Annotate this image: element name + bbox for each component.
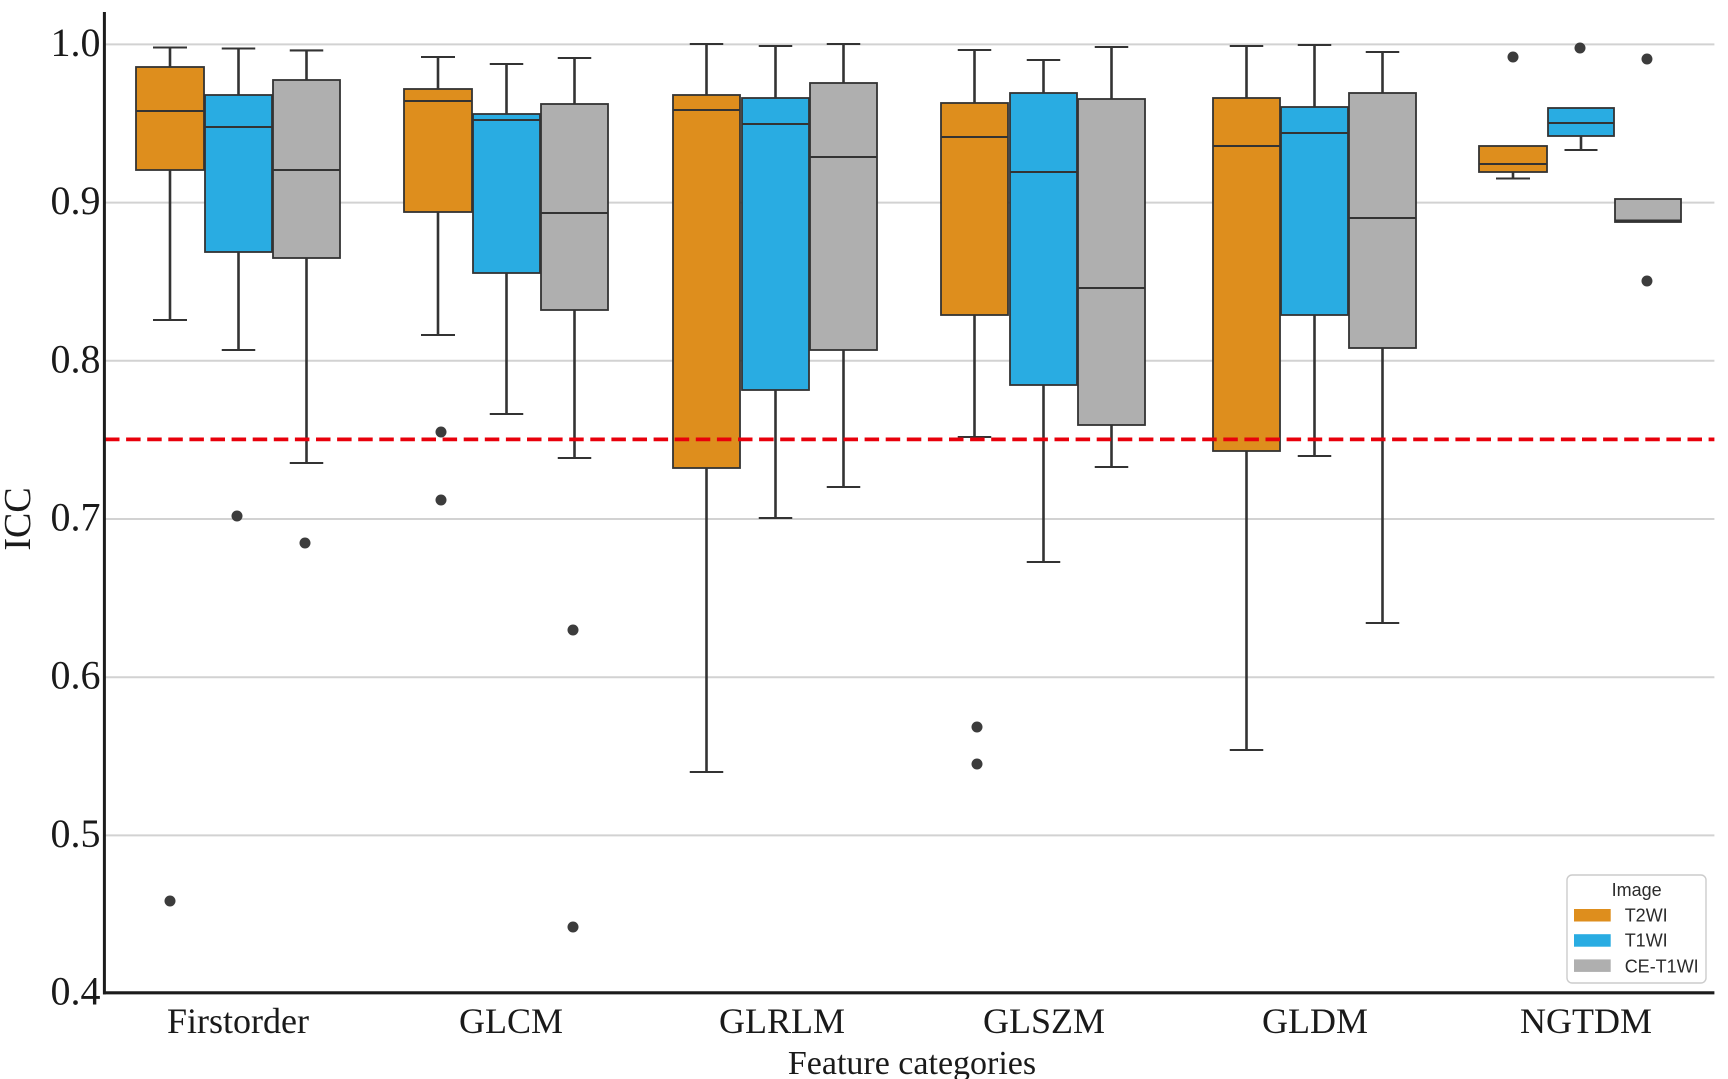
svg-text:0.4: 0.4	[51, 968, 101, 1013]
svg-text:Feature categories: Feature categories	[788, 1045, 1036, 1079]
svg-text:GLRLM: GLRLM	[719, 1001, 845, 1041]
svg-text:NGTDM: NGTDM	[1520, 1001, 1652, 1041]
svg-text:GLDM: GLDM	[1262, 1001, 1368, 1041]
svg-text:0.6: 0.6	[51, 653, 101, 698]
svg-text:1.0: 1.0	[51, 20, 101, 65]
svg-text:Firstorder: Firstorder	[167, 1001, 309, 1041]
svg-text:ICC: ICC	[0, 487, 39, 550]
svg-text:0.8: 0.8	[51, 336, 101, 381]
svg-text:0.5: 0.5	[51, 811, 101, 856]
svg-text:0.7: 0.7	[51, 495, 101, 540]
svg-text:CE-T1WI: CE-T1WI	[1625, 957, 1699, 977]
svg-text:Image: Image	[1612, 880, 1662, 900]
svg-text:GLCM: GLCM	[459, 1001, 563, 1041]
svg-text:T2WI: T2WI	[1625, 906, 1668, 926]
svg-text:GLSZM: GLSZM	[983, 1001, 1105, 1041]
svg-text:0.9: 0.9	[51, 178, 101, 223]
svg-text:T1WI: T1WI	[1625, 931, 1668, 951]
